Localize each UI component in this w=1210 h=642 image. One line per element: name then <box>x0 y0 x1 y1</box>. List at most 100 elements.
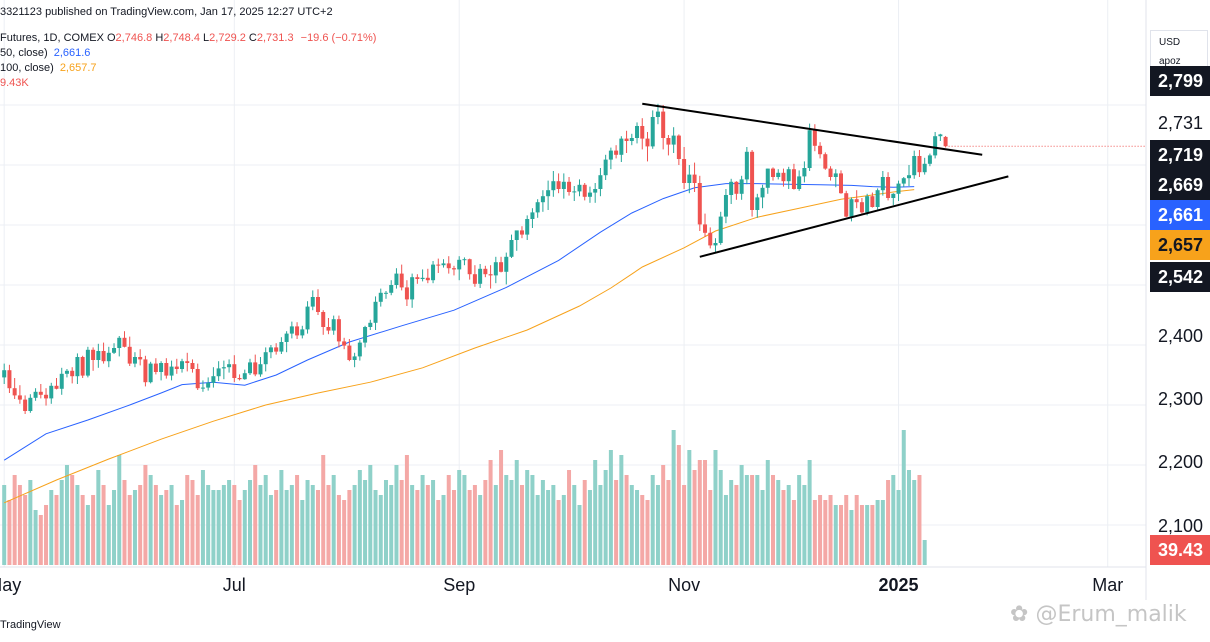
volume-bar <box>723 495 728 565</box>
candle-body <box>91 349 96 360</box>
ma100-legend[interactable]: 100, close) 2,657.7 <box>0 62 97 74</box>
volume-bar <box>833 505 838 565</box>
volume-bar <box>802 485 807 565</box>
candle-body <box>326 327 331 331</box>
volume-bar <box>404 455 409 565</box>
candle-body <box>227 364 232 368</box>
candle-body <box>258 364 263 375</box>
candle-body <box>415 277 420 279</box>
currency-label[interactable]: USD <box>1159 37 1181 48</box>
candle-body <box>169 366 174 376</box>
volume-bar <box>279 470 284 565</box>
price-label-box: 2,657 <box>1150 230 1210 260</box>
candle-body <box>33 391 38 398</box>
candle-body <box>127 346 132 364</box>
volume-bar <box>849 510 854 565</box>
candle-body <box>38 391 43 395</box>
candle-body <box>692 174 697 183</box>
volume-bar <box>771 475 776 565</box>
candle-body <box>509 240 514 257</box>
candle-body <box>263 352 268 365</box>
candle-body <box>159 363 164 372</box>
volume-bar <box>284 490 289 565</box>
candle-body <box>200 387 205 389</box>
candle-body <box>938 134 943 137</box>
volume-bar <box>112 490 117 565</box>
candle-body <box>807 130 812 168</box>
volume-bar <box>839 505 843 565</box>
time-axis-label: Sep <box>443 575 476 595</box>
volume-bar <box>582 480 587 565</box>
high-value: 2,748.4 <box>163 32 200 44</box>
candle-body <box>734 181 739 194</box>
candle-body <box>336 319 341 342</box>
volume-bar <box>410 485 415 565</box>
volume-bar <box>587 490 592 565</box>
candle-body <box>687 174 692 183</box>
volume-bar <box>153 485 158 565</box>
candle-body <box>603 159 608 176</box>
volume-bar <box>525 470 530 565</box>
ma50-legend[interactable]: 50, close) 2,661.6 <box>0 47 90 59</box>
candle-body <box>394 273 399 285</box>
volume-bar <box>608 450 613 565</box>
candle-body <box>729 181 734 195</box>
volume-legend[interactable]: 9.43K <box>0 77 29 89</box>
candle-body <box>404 287 409 300</box>
candle-body <box>383 292 388 294</box>
candle-body <box>624 138 629 141</box>
price-tick-label: 2,400 <box>1158 326 1204 346</box>
ma100-line <box>4 189 915 504</box>
candle-body <box>530 212 535 219</box>
scale-mode-label[interactable]: apoz <box>1159 56 1181 67</box>
volume-bar <box>80 495 85 565</box>
candle-body <box>556 181 561 189</box>
candle-body <box>373 301 378 323</box>
candle-body <box>122 337 127 347</box>
time-axis-label: Mar <box>1092 575 1124 595</box>
candle-body <box>321 312 326 327</box>
candle-body <box>891 193 896 198</box>
candle-body <box>49 385 54 399</box>
volume-bar <box>603 470 608 565</box>
candle-body <box>640 126 645 139</box>
volume-bar <box>221 485 226 565</box>
volume-bar <box>357 470 362 565</box>
volume-bar <box>138 485 143 565</box>
volume-bar <box>865 505 870 565</box>
candle-body <box>488 274 493 276</box>
candle-body <box>117 337 122 348</box>
candle-body <box>389 285 394 293</box>
watermark-icon: ✿ <box>1010 602 1036 627</box>
candle-body <box>765 168 770 188</box>
candle-body <box>331 319 336 331</box>
candle-body <box>451 268 456 270</box>
volume-bar <box>342 500 347 565</box>
price-label-box: 2,719 <box>1150 140 1210 170</box>
volume-bar <box>891 475 896 565</box>
volume-bar <box>132 490 137 565</box>
candle-body <box>812 130 817 146</box>
volume-bar <box>760 490 765 565</box>
candle-body <box>467 259 472 275</box>
candle-body <box>462 259 467 261</box>
candle-body <box>922 163 927 173</box>
candle-body <box>655 111 660 117</box>
volume-bar <box>504 475 509 565</box>
tradingview-brand[interactable]: TradingView <box>0 619 61 631</box>
low-label: L <box>203 32 210 44</box>
candle-body <box>901 178 906 184</box>
low-value: 2,729.2 <box>209 32 246 44</box>
candle-body <box>28 397 33 411</box>
volume-bar <box>593 460 598 565</box>
candle-body <box>446 263 451 269</box>
candle-body <box>839 173 843 194</box>
scale-settings-box[interactable]: USD apoz <box>1150 30 1208 72</box>
candle-body <box>629 138 634 141</box>
candle-body <box>499 262 504 272</box>
candle-body <box>608 150 613 160</box>
candle-body <box>143 359 148 383</box>
volume-bar <box>661 465 666 565</box>
